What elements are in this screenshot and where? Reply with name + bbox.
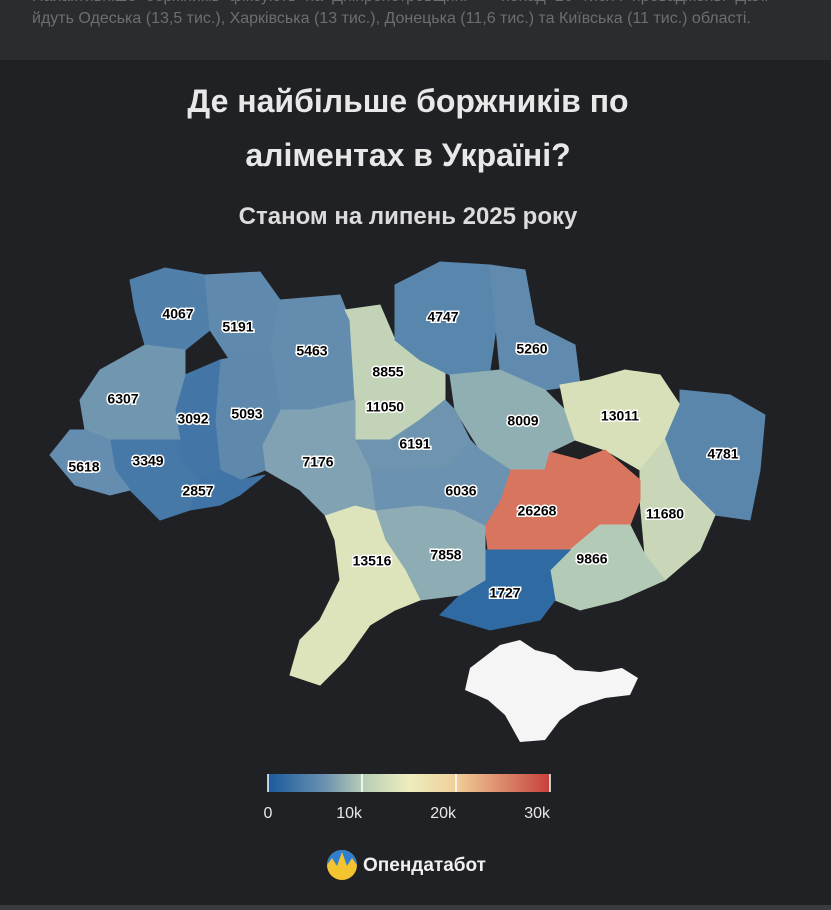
colorbar-tick-label: 0 — [264, 805, 273, 822]
bottom-strip — [0, 905, 831, 910]
region-value-label: 5618 — [68, 459, 99, 475]
article-text: Найактивніше боржників фіксують на Дніпр… — [32, 0, 768, 27]
region — [394, 261, 501, 376]
colorbar-tick-label: 20k — [430, 805, 457, 822]
region-value-label: 26268 — [518, 503, 557, 519]
region-value-label: 5093 — [231, 406, 262, 422]
regions — [49, 261, 766, 686]
region-value-label: 4067 — [162, 306, 193, 322]
region — [289, 504, 421, 686]
region — [49, 429, 131, 496]
region — [639, 439, 716, 581]
article-background: Найактивніше боржників фіксують на Дніпр… — [0, 0, 831, 60]
region — [354, 399, 471, 471]
region-value-label: 4747 — [427, 309, 458, 325]
region-value-label: 5260 — [516, 341, 547, 357]
subtitle: Станом на липень 2025 року — [239, 203, 578, 230]
region-value-label: 1727 — [489, 585, 520, 601]
colorbar-ticks: 0 10k 20k 30k — [264, 774, 551, 822]
title-line: Де найбільше боржників по — [187, 83, 628, 119]
region — [189, 469, 266, 511]
region-labels: 4067 5191 5463 8855 11050 4747 5260 8009 13011 47… — [67, 304, 740, 602]
region-value-label: 11680 — [646, 506, 684, 522]
region — [129, 267, 211, 351]
region-value-label: 6191 — [399, 436, 430, 452]
region-value-label: 11050 — [366, 399, 404, 415]
source-logo-text: Опендатабот — [363, 855, 486, 876]
crimea — [465, 640, 638, 742]
colorbar-tick-label: 10k — [336, 805, 363, 822]
region-value-label: 13516 — [353, 553, 392, 569]
region-value-label: 3349 — [132, 453, 163, 469]
region-value-label: 7176 — [302, 454, 333, 470]
region-value-label: 8855 — [372, 364, 403, 380]
title-line: аліментах в Україні? — [245, 137, 570, 173]
region-value-label: 13011 — [601, 408, 639, 424]
region-value-label: 9866 — [576, 551, 607, 567]
colorbar — [268, 774, 550, 792]
region-value-label: 5463 — [296, 343, 327, 359]
logo-icon-top — [327, 850, 357, 866]
colorbar-tick-label: 30k — [524, 805, 551, 822]
region-value-label: 5191 — [222, 319, 253, 335]
region-value-label: 8009 — [507, 413, 538, 429]
region — [664, 389, 766, 521]
region-value-label: 3092 — [177, 411, 208, 427]
region-value-label: 7858 — [430, 547, 461, 563]
region-value-label: 6036 — [445, 483, 476, 499]
region-value-label: 4781 — [707, 446, 738, 462]
region-value-label: 2857 — [182, 483, 213, 499]
region-value-label: 6307 — [107, 391, 138, 407]
